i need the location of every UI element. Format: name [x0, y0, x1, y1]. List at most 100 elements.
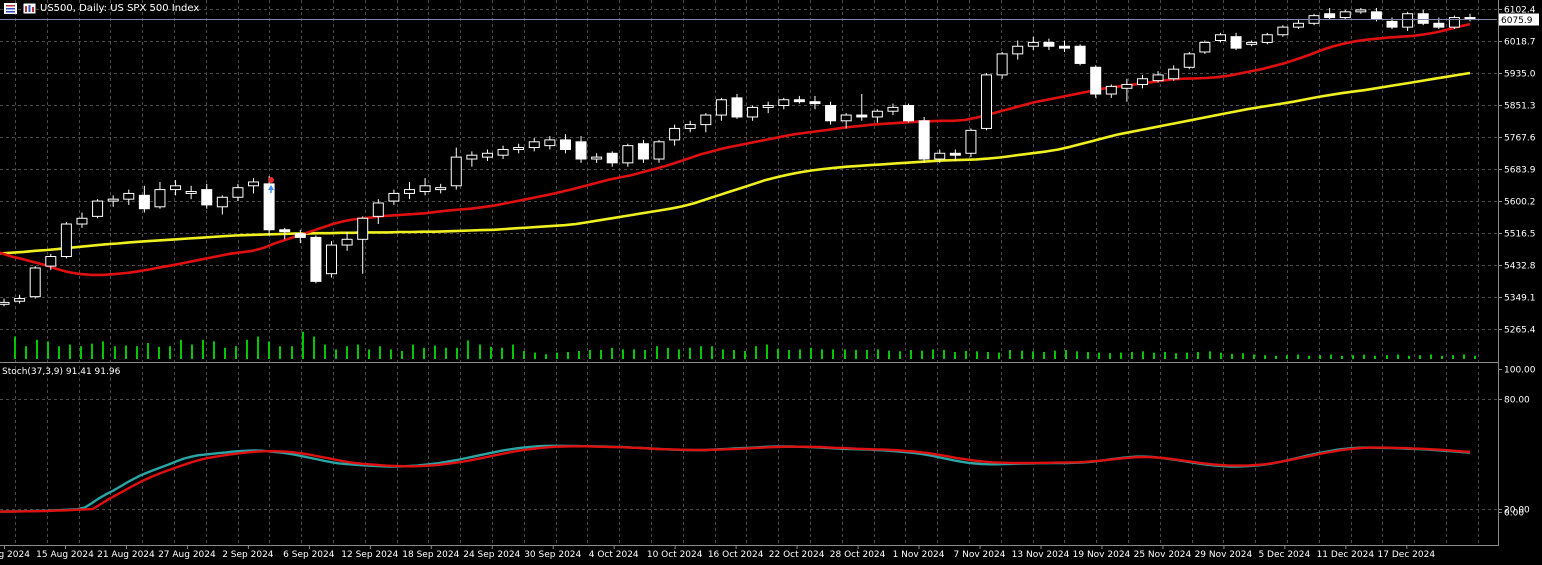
volume-bar [1253, 354, 1255, 359]
volume-bar [257, 336, 259, 359]
volume-bar [965, 351, 967, 359]
y-tick-label: 5683.9 [1504, 166, 1536, 176]
candle [903, 103, 915, 123]
candle [606, 151, 618, 167]
x-tick-label: 6 Sep 2024 [283, 550, 335, 560]
volume-bar [224, 347, 226, 359]
candle-body [170, 185, 182, 191]
candle-body [138, 194, 150, 210]
candle [981, 73, 993, 131]
volume-bar [69, 344, 71, 359]
candle [341, 231, 353, 251]
volume-bars [14, 331, 1476, 359]
candle [1214, 32, 1226, 43]
candle-body [45, 256, 57, 267]
volume-bar [932, 349, 934, 359]
x-tick-label: 4 Oct 2024 [589, 550, 639, 560]
volume-bar [733, 350, 735, 359]
candle [887, 103, 899, 116]
candle-body [1324, 13, 1336, 19]
candle-body [1152, 74, 1164, 82]
candle [107, 195, 119, 207]
volume-bar [1341, 355, 1343, 359]
candle [1152, 71, 1164, 83]
volume-bar [1463, 354, 1465, 359]
candle [1090, 65, 1102, 98]
candle [778, 97, 790, 110]
volume-bar [622, 349, 624, 359]
volume-bar [302, 331, 304, 359]
candle [388, 189, 400, 205]
candle-body [1199, 41, 1211, 53]
candle-body [1121, 83, 1133, 89]
volume-bar [711, 346, 713, 359]
stoch-tick-label: 20.00 [1504, 506, 1530, 516]
volume-bar [47, 341, 49, 359]
volume-bar [556, 352, 558, 359]
volume-bar [1054, 350, 1056, 359]
candle-body [653, 141, 665, 160]
candle-body [762, 104, 774, 108]
current-price-box [1499, 13, 1539, 26]
candle-body [1043, 41, 1055, 47]
candle [1043, 38, 1055, 51]
candle-body [793, 99, 805, 103]
candle-body [903, 104, 915, 122]
candle-body [996, 53, 1008, 76]
candle-body [887, 106, 899, 112]
candle-body [1246, 41, 1258, 45]
candle-body [76, 217, 88, 225]
candle-body [622, 145, 634, 164]
volume-bar [722, 349, 724, 359]
candle-body [403, 189, 415, 194]
chart-type-icon[interactable] [23, 3, 36, 14]
candle [793, 95, 805, 104]
candle-body [372, 202, 384, 217]
volume-bar [1164, 351, 1166, 359]
candle [14, 294, 26, 304]
candle-body [747, 106, 759, 118]
candle [466, 151, 478, 167]
volume-bar [611, 347, 613, 359]
candle-body [825, 104, 837, 122]
volume-bar [313, 336, 315, 359]
candle-body [294, 233, 306, 238]
volume-bar [766, 344, 768, 359]
volume-bar [191, 344, 193, 359]
volume-bar [567, 351, 569, 359]
y-tick-label: 5767.6 [1504, 134, 1536, 144]
x-tick-label: 15 Aug 2024 [36, 550, 94, 560]
volume-bar [279, 346, 281, 359]
candle-body [435, 187, 447, 191]
candle [1292, 19, 1304, 30]
candle [419, 178, 431, 196]
volume-bar [102, 341, 104, 359]
volume-bar [368, 349, 370, 359]
volume-bar [1430, 354, 1432, 359]
candle-body [1448, 17, 1460, 28]
candle [622, 143, 634, 167]
x-tick-label: 28 Oct 2024 [830, 550, 886, 560]
y-tick-label: 5935.0 [1504, 70, 1536, 80]
candle-body [1417, 13, 1429, 24]
symbol-title: US500, Daily: US SPX 500 Index [40, 3, 200, 14]
x-tick-label: 27 Aug 2024 [158, 550, 216, 560]
candle-body [871, 110, 883, 118]
list-icon[interactable] [4, 3, 17, 14]
candle [731, 94, 743, 119]
candle [528, 137, 540, 152]
candle-body [326, 244, 338, 275]
candle-body [559, 139, 571, 150]
candle-body [481, 152, 493, 158]
volume-bar [202, 339, 204, 359]
x-tick-label: 1 Nov 2024 [893, 550, 945, 560]
volume-bar [379, 346, 381, 359]
x-tick-label: 25 Nov 2024 [1134, 550, 1192, 560]
candle [138, 185, 150, 213]
volume-bar [1197, 351, 1199, 359]
candle [60, 222, 72, 259]
volume-bar [954, 351, 956, 359]
